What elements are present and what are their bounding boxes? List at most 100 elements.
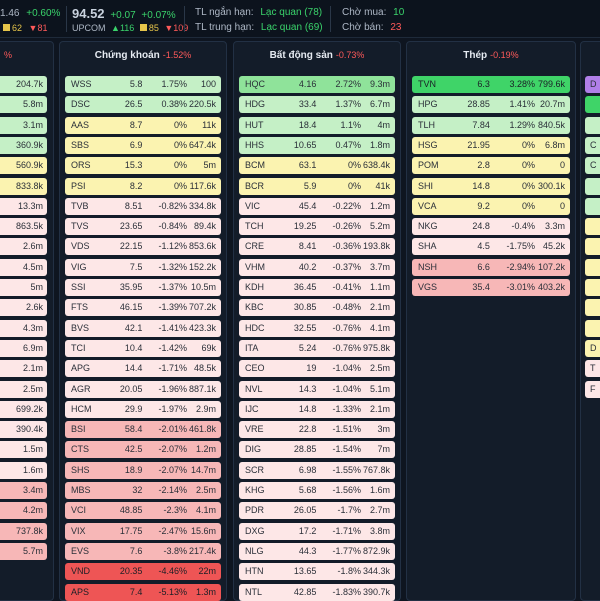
- stock-row[interactable]: SHS 18.9 -2.07% 14.7m: [65, 461, 221, 479]
- stock-row[interactable]: PSI 8.2 0% 117.6k: [65, 177, 221, 195]
- stock-row[interactable]: TVN 6.3 3.28% 799.6k: [412, 76, 570, 93]
- stock-row[interactable]: HTN 13.65 -1.8% 344.3k: [239, 563, 395, 581]
- stock-row[interactable]: VIC 45.4 -0.22% 1.2m: [239, 197, 395, 215]
- stock-row[interactable]: 5.7m: [0, 542, 47, 560]
- stock-row[interactable]: NKG 24.8 -0.4% 3.3m: [412, 218, 570, 236]
- stock-row[interactable]: 2.5m: [0, 380, 47, 398]
- stock-row[interactable]: 204.7k: [0, 76, 47, 93]
- stock-row[interactable]: 1.5m: [0, 441, 47, 459]
- index-1-block[interactable]: 1.46 +0.60% 62 ▼81: [0, 0, 66, 38]
- stock-row[interactable]: APS 7.4 -5.13% 1.3m: [65, 583, 221, 601]
- stock-row[interactable]: HDG 33.4 1.37% 6.7m: [239, 96, 395, 114]
- stock-row[interactable]: VCI 48.85 -2.3% 4.1m: [65, 502, 221, 520]
- stock-row[interactable]: KDH 36.45 -0.41% 1.1m: [239, 279, 395, 296]
- stock-row[interactable]: [585, 96, 600, 114]
- stock-row[interactable]: HCM 29.9 -1.97% 2.9m: [65, 400, 221, 418]
- stock-row[interactable]: BSI 58.4 -2.01% 461.8k: [65, 421, 221, 439]
- stock-row[interactable]: IJC 14.8 -1.33% 2.1m: [239, 400, 395, 418]
- stock-row[interactable]: EVS 7.6 -3.8% 217.4k: [65, 542, 221, 560]
- stock-row[interactable]: [585, 319, 600, 337]
- stock-row[interactable]: HPG 28.85 1.41% 20.7m: [412, 96, 570, 114]
- stock-row[interactable]: 2.6k: [0, 299, 47, 317]
- stock-row[interactable]: 6.9m: [0, 339, 47, 357]
- stock-row[interactable]: SCR 6.98 -1.55% 767.8k: [239, 461, 395, 479]
- stock-row[interactable]: DXG 17.2 -1.71% 3.8m: [239, 522, 395, 540]
- stock-row[interactable]: KHG 5.68 -1.56% 1.6m: [239, 482, 395, 499]
- stock-row[interactable]: CTS 42.5 -2.07% 1.2m: [65, 441, 221, 459]
- stock-row[interactable]: 833.8k: [0, 177, 47, 195]
- stock-row[interactable]: HUT 18.4 1.1% 4m: [239, 116, 395, 134]
- stock-row[interactable]: 863.5k: [0, 218, 47, 236]
- stock-row[interactable]: ORS 15.3 0% 5m: [65, 157, 221, 175]
- stock-row[interactable]: VGS 35.4 -3.01% 403.2k: [412, 279, 570, 296]
- stock-row[interactable]: DIG 28.85 -1.54% 7m: [239, 441, 395, 459]
- stock-row[interactable]: [585, 177, 600, 195]
- stock-row[interactable]: MBS 32 -2.14% 2.5m: [65, 482, 221, 499]
- stock-row[interactable]: VIX 17.75 -2.47% 15.6m: [65, 522, 221, 540]
- stock-row[interactable]: VHM 40.2 -0.37% 3.7m: [239, 258, 395, 276]
- stock-row[interactable]: 699.2k: [0, 400, 47, 418]
- stock-row[interactable]: BVS 42.1 -1.41% 423.3k: [65, 319, 221, 337]
- stock-row[interactable]: TVS 23.65 -0.84% 89.4k: [65, 218, 221, 236]
- stock-row[interactable]: WSS 5.8 1.75% 100: [65, 76, 221, 93]
- stock-row[interactable]: PDR 26.05 -1.7% 2.7m: [239, 502, 395, 520]
- stock-row[interactable]: VIG 7.5 -1.32% 152.2k: [65, 258, 221, 276]
- stock-row[interactable]: F: [585, 380, 600, 398]
- stock-row[interactable]: 4.2m: [0, 502, 47, 520]
- stock-row[interactable]: NTL 42.85 -1.83% 390.7k: [239, 583, 395, 601]
- stock-row[interactable]: SSI 35.95 -1.37% 10.5m: [65, 279, 221, 296]
- stock-row[interactable]: [585, 279, 600, 296]
- stock-row[interactable]: C: [585, 157, 600, 175]
- stock-row[interactable]: FTS 46.15 -1.39% 707.2k: [65, 299, 221, 317]
- stock-row[interactable]: AGR 20.05 -1.96% 887.1k: [65, 380, 221, 398]
- stock-row[interactable]: CEO 19 -1.04% 2.5m: [239, 360, 395, 378]
- stock-row[interactable]: 13.3m: [0, 197, 47, 215]
- stock-row[interactable]: 560.9k: [0, 157, 47, 175]
- stock-row[interactable]: NLG 44.3 -1.77% 872.9k: [239, 542, 395, 560]
- stock-row[interactable]: 2.1m: [0, 360, 47, 378]
- stock-row[interactable]: CRE 8.41 -0.36% 193.8k: [239, 238, 395, 256]
- stock-row[interactable]: KBC 30.85 -0.48% 2.1m: [239, 299, 395, 317]
- stock-row[interactable]: DSC 26.5 0.38% 220.5k: [65, 96, 221, 114]
- stock-row[interactable]: 390.4k: [0, 421, 47, 439]
- stock-row[interactable]: VRE 22.8 -1.51% 3m: [239, 421, 395, 439]
- index-upcom-block[interactable]: 94.52 +0.07 +0.07% UPCOM ▲116 85 ▼109: [72, 0, 188, 38]
- stock-row[interactable]: TCH 19.25 -0.26% 5.2m: [239, 218, 395, 236]
- stock-row[interactable]: VCA 9.2 0% 0: [412, 197, 570, 215]
- stock-row[interactable]: ITA 5.24 -0.76% 975.8k: [239, 339, 395, 357]
- stock-row[interactable]: D: [585, 76, 600, 93]
- stock-row[interactable]: 4.3m: [0, 319, 47, 337]
- stock-row[interactable]: POM 2.8 0% 0: [412, 157, 570, 175]
- stock-row[interactable]: 360.9k: [0, 136, 47, 154]
- stock-row[interactable]: [585, 238, 600, 256]
- stock-row[interactable]: [585, 116, 600, 134]
- stock-row[interactable]: [585, 258, 600, 276]
- stock-row[interactable]: BCM 63.1 0% 638.4k: [239, 157, 395, 175]
- stock-row[interactable]: HQC 4.16 2.72% 9.3m: [239, 76, 395, 93]
- stock-row[interactable]: 3.1m: [0, 116, 47, 134]
- stock-row[interactable]: VND 20.35 -4.46% 22m: [65, 563, 221, 581]
- stock-row[interactable]: HSG 21.95 0% 6.8m: [412, 136, 570, 154]
- stock-row[interactable]: 737.8k: [0, 522, 47, 540]
- stock-row[interactable]: TCI 10.4 -1.42% 69k: [65, 339, 221, 357]
- stock-row[interactable]: TVB 8.51 -0.82% 334.8k: [65, 197, 221, 215]
- stock-row[interactable]: TLH 7.84 1.29% 840.5k: [412, 116, 570, 134]
- stock-row[interactable]: NSH 6.6 -2.94% 107.2k: [412, 258, 570, 276]
- stock-row[interactable]: T: [585, 360, 600, 378]
- stock-row[interactable]: 3.4m: [0, 482, 47, 499]
- stock-row[interactable]: 2.6m: [0, 238, 47, 256]
- stock-row[interactable]: D: [585, 339, 600, 357]
- stock-row[interactable]: BCR 5.9 0% 41k: [239, 177, 395, 195]
- stock-row[interactable]: HDC 32.55 -0.76% 4.1m: [239, 319, 395, 337]
- stock-row[interactable]: 5.8m: [0, 96, 47, 114]
- stock-row[interactable]: AAS 8.7 0% 11k: [65, 116, 221, 134]
- stock-row[interactable]: [585, 197, 600, 215]
- stock-row[interactable]: C: [585, 136, 600, 154]
- stock-row[interactable]: NVL 14.3 -1.04% 5.1m: [239, 380, 395, 398]
- stock-row[interactable]: VDS 22.15 -1.12% 853.6k: [65, 238, 221, 256]
- stock-row[interactable]: APG 14.4 -1.71% 48.5k: [65, 360, 221, 378]
- stock-row[interactable]: [585, 299, 600, 317]
- stock-row[interactable]: 4.5m: [0, 258, 47, 276]
- stock-row[interactable]: HHS 10.65 0.47% 1.8m: [239, 136, 395, 154]
- sector-header[interactable]: Thép -0.19%: [407, 42, 575, 68]
